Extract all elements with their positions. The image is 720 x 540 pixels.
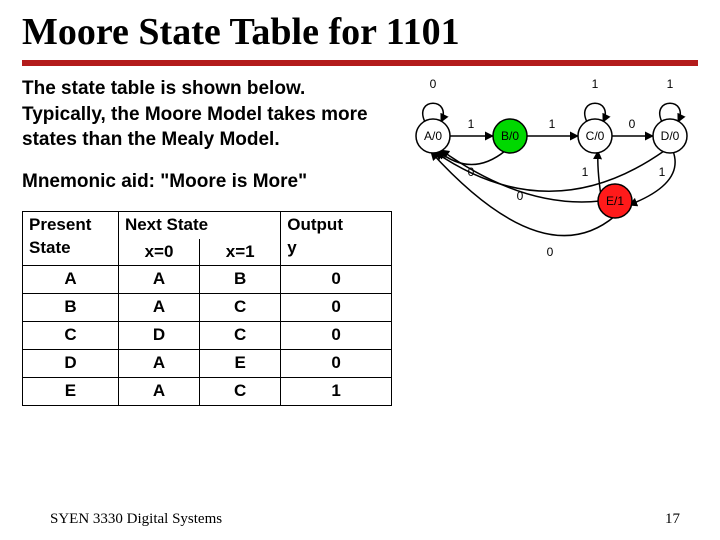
table-cell: E (23, 378, 119, 406)
th-present-top: Present (29, 215, 91, 234)
table-cell: E (200, 350, 281, 378)
table-cell: C (23, 322, 119, 350)
edge-label: 1 (592, 77, 599, 91)
table-cell: A (23, 266, 119, 294)
table-cell: D (23, 350, 119, 378)
edge-label: 1 (582, 165, 589, 179)
table-cell: B (200, 266, 281, 294)
th-output-bottom: y (287, 238, 296, 257)
th-present-bottom: State (29, 238, 71, 257)
edge-label: 0 (629, 117, 636, 131)
table-cell: C (200, 378, 281, 406)
state-node-label: C/0 (586, 129, 605, 143)
table-cell: C (200, 294, 281, 322)
footer: SYEN 3330 Digital Systems 17 (0, 511, 720, 528)
edge-label: 0 (547, 245, 554, 259)
table-row: BAC0 (23, 294, 392, 322)
edge-B-A (438, 151, 505, 165)
table-cell: 0 (281, 294, 392, 322)
table-cell: 0 (281, 350, 392, 378)
edge-label: 0 (517, 189, 524, 203)
table-cell: 0 (281, 266, 392, 294)
footer-page-number: 17 (665, 511, 680, 528)
state-node-label: E/1 (606, 194, 624, 208)
th-next-state: Next State (118, 211, 280, 238)
table-row: EAC1 (23, 378, 392, 406)
edge-label: 1 (659, 165, 666, 179)
edge-label: 0 (430, 77, 437, 91)
table-cell: A (118, 378, 199, 406)
slide-title: Moore State Table for 1101 (22, 10, 698, 54)
edge-label: 1 (468, 117, 475, 131)
th-x1: x=1 (200, 239, 281, 266)
table-cell: D (118, 322, 199, 350)
state-table-wrap: Present State Next State Output y x=0 x (22, 211, 392, 407)
state-diagram: 01101011100A/0B/0C/0D/0E/1 (400, 76, 700, 276)
edge-label: 1 (549, 117, 556, 131)
th-output-top: Output (287, 215, 343, 234)
edge-label: 1 (667, 77, 674, 91)
table-cell: A (118, 294, 199, 322)
table-row: AAB0 (23, 266, 392, 294)
paragraph-1: The state table is shown below. Typicall… (22, 76, 392, 153)
table-cell: A (118, 266, 199, 294)
table-cell: 0 (281, 322, 392, 350)
table-row: CDC0 (23, 322, 392, 350)
th-x0: x=0 (118, 239, 199, 266)
state-table: Present State Next State Output y x=0 x (22, 211, 392, 407)
title-divider (22, 60, 698, 66)
table-cell: B (23, 294, 119, 322)
state-node-label: A/0 (424, 129, 442, 143)
paragraph-2: Mnemonic aid: "Moore is More" (22, 169, 392, 195)
table-cell: C (200, 322, 281, 350)
footer-left: SYEN 3330 Digital Systems (50, 511, 222, 528)
state-node-label: B/0 (501, 129, 519, 143)
th-output: Output y (281, 211, 392, 266)
table-cell: 1 (281, 378, 392, 406)
text-column: The state table is shown below. Typicall… (22, 76, 392, 406)
table-row: DAE0 (23, 350, 392, 378)
edge-E-C (598, 151, 601, 196)
table-body: AAB0BAC0CDC0DAE0EAC1 (23, 266, 392, 406)
th-present: Present State (23, 211, 119, 266)
table-cell: A (118, 350, 199, 378)
body-row: The state table is shown below. Typicall… (22, 76, 698, 406)
slide: Moore State Table for 1101 The state tab… (0, 0, 720, 540)
diagram-column: 01101011100A/0B/0C/0D/0E/1 (400, 76, 700, 406)
state-node-label: D/0 (661, 129, 680, 143)
table-head: Present State Next State Output y x=0 x (23, 211, 392, 266)
